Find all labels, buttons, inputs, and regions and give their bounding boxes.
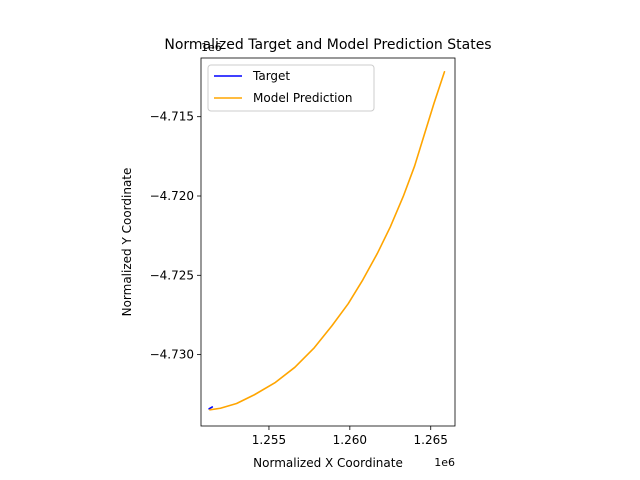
y-tick-label: −4.715 bbox=[150, 110, 194, 124]
legend: Target Model Prediction bbox=[207, 64, 375, 112]
series-line-model-prediction bbox=[209, 71, 446, 411]
series-lines bbox=[208, 71, 446, 411]
plot-area bbox=[201, 58, 455, 426]
y-axis-label: Normalized Y Coordinate bbox=[120, 168, 134, 317]
chart-title: Normalized Target and Model Prediction S… bbox=[164, 37, 491, 53]
series-line-target bbox=[208, 406, 214, 410]
y-axis-ticks: −4.715 −4.720 −4.725 −4.730 bbox=[150, 110, 201, 362]
x-tick-label: 1.255 bbox=[252, 433, 286, 447]
x-axis-label: Normalized X Coordinate bbox=[253, 456, 403, 470]
y-tick-label: −4.720 bbox=[150, 189, 194, 203]
legend-box bbox=[207, 64, 375, 112]
y-tick-label: −4.725 bbox=[150, 268, 194, 282]
x-tick-label: 1.265 bbox=[414, 433, 448, 447]
y-tick-label: −4.730 bbox=[150, 348, 194, 362]
legend-label-model-prediction: Model Prediction bbox=[253, 91, 352, 105]
y-offset-label: 1e6 bbox=[201, 41, 222, 54]
x-axis-ticks: 1.255 1.260 1.265 bbox=[252, 426, 448, 447]
x-offset-label: 1e6 bbox=[434, 456, 455, 469]
plot-frame bbox=[200, 57, 456, 427]
legend-label-target: Target bbox=[252, 69, 290, 83]
x-tick-label: 1.260 bbox=[333, 433, 367, 447]
